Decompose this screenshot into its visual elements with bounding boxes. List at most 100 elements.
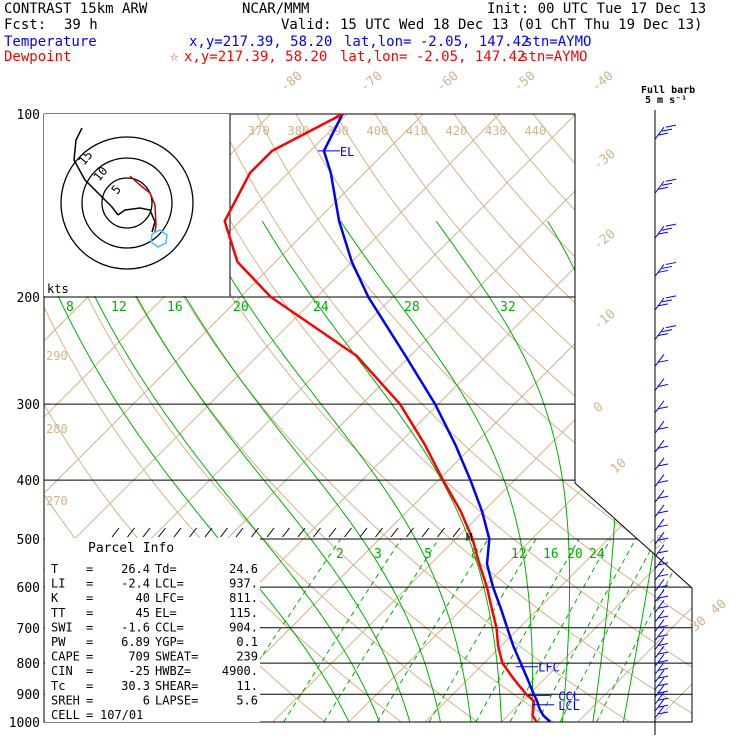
isotherm-label: 0 (591, 400, 607, 417)
mixing-ratio-line (428, 538, 537, 722)
wind-barb-flag (657, 426, 669, 430)
wind-barb-flag (657, 480, 669, 484)
wind-barb-flag (657, 634, 669, 638)
wind-barb (654, 654, 665, 667)
stable-layer-hatch (235, 527, 244, 538)
mixing-ratio-line (376, 538, 489, 722)
wind-barb-flag (657, 269, 669, 273)
wind-barb (654, 609, 665, 623)
wind-barb (654, 628, 665, 642)
parcel-key: CIN (51, 664, 73, 678)
pressure-label: 700 (17, 622, 40, 637)
parcel-value: 6.89 (121, 635, 150, 649)
parcel-value2: 4900. (222, 664, 258, 678)
pressure-label: 500 (17, 533, 40, 548)
isotherm-line (44, 114, 514, 722)
melting-level-marker: M (466, 531, 473, 544)
wind-barb-flag (657, 562, 669, 566)
wind-barb (654, 579, 665, 592)
wind-barb-flag (657, 711, 669, 715)
hodograph-ring (81, 157, 173, 249)
parcel-value: -1.6 (121, 620, 150, 634)
stable-layer-hatch (390, 527, 399, 538)
wind-barb-flag (657, 615, 669, 619)
wind-barb-flag (657, 667, 669, 671)
moist-adiabat-label: 32 (500, 300, 516, 315)
wind-barb (654, 489, 665, 503)
parcel-key2: CCL= (155, 620, 184, 634)
wind-barb-flag (661, 128, 673, 132)
stable-layer-hatch (375, 527, 383, 538)
stable-layer-hatch (406, 527, 414, 538)
dewpoint-marker-icon: ☆ (170, 49, 179, 65)
lcl-marker-label: LCL (558, 699, 580, 713)
theta-label: 370 (248, 124, 270, 138)
stable-layer-hatch (220, 527, 228, 538)
parcel-key2: SWEAT= (155, 650, 198, 664)
stable-layer-hatch (173, 527, 182, 538)
theta-label: 410 (406, 124, 428, 138)
isotherm-line (44, 114, 438, 722)
wind-barb (654, 327, 665, 340)
dewpoint-xy: x,y=217.39, 58.20 (184, 49, 328, 65)
hodograph-storm-marker (150, 229, 168, 248)
parcel-key2: Td= (155, 562, 177, 576)
parcel-eq: = (86, 591, 93, 605)
pressure-label: 600 (17, 581, 40, 596)
wind-barb-flag (657, 573, 669, 577)
moist-adiabat-line (622, 220, 675, 722)
parcel-value: 107/01 (100, 708, 143, 722)
parcel-key: CELL (51, 708, 80, 722)
stable-layer-hatch (266, 527, 275, 538)
dewpoint-legend-label: Dewpoint (4, 49, 72, 65)
wind-barb-flag (665, 261, 677, 265)
wind-barb-flag (657, 524, 669, 528)
parcel-info-title: Parcel Info (88, 541, 174, 556)
wind-barb-flag (661, 299, 673, 303)
theta-label: 430 (485, 124, 507, 138)
parcel-key: K (51, 591, 59, 605)
wind-barb (654, 568, 665, 581)
wind-barb (654, 126, 665, 140)
theta-label: 400 (367, 124, 389, 138)
parcel-key: T (51, 562, 58, 576)
temperature-station: stn=AYMO (524, 34, 592, 50)
parcel-value2: 5.6 (236, 693, 258, 707)
parcel-value2: 239 (236, 650, 258, 664)
wind-barb (654, 698, 665, 712)
parcel-key: CAPE (51, 650, 80, 664)
wind-panel-unit: 5 m s⁻¹ (645, 95, 687, 106)
wind-barb (654, 264, 665, 277)
wind-barb-flag (657, 683, 669, 687)
wind-barb (654, 474, 665, 487)
parcel-key2: SHEAR= (155, 679, 198, 693)
wind-barb (654, 662, 665, 675)
wind-barb-flag (661, 265, 673, 269)
isotherm-line (717, 101, 740, 735)
fcst-value: 39 h (64, 17, 98, 33)
moist-adiabat-line (435, 220, 571, 722)
wind-barb-flag (657, 186, 669, 190)
isotherm-line (564, 114, 692, 722)
parcel-value2: 24.6 (229, 562, 258, 576)
theta-label: 420 (446, 124, 468, 138)
parcel-value2: 811. (229, 591, 258, 605)
stable-layer-hatch (297, 527, 306, 538)
wind-barb-flag (661, 329, 673, 333)
parcel-key2: YGP= (155, 635, 184, 649)
isotherm-label: -10 (591, 306, 619, 333)
wind-barb-flag (657, 359, 669, 363)
stable-layer-hatch (111, 527, 120, 538)
wind-barb (654, 420, 665, 434)
parcel-key: Tc (51, 679, 65, 693)
pressure-label: 200 (17, 291, 40, 306)
parcel-eq: = (86, 562, 93, 576)
wind-barb (654, 589, 665, 603)
wind-barb (654, 504, 665, 518)
wind-barb-flag (657, 384, 669, 388)
moist-adiabat-label: 16 (167, 300, 183, 315)
wind-barb (654, 691, 665, 705)
parcel-key: LI (51, 577, 65, 591)
dry-adiabat-line (335, 114, 692, 722)
isotherm-line (488, 114, 692, 722)
